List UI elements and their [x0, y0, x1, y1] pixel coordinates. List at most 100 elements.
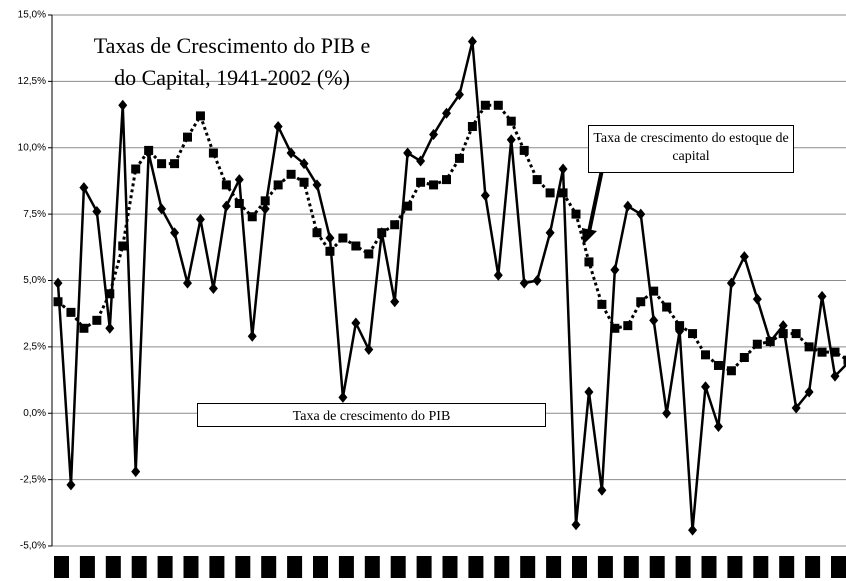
y-tick-label: -5,0% [20, 541, 46, 552]
y-tick-label: 2,5% [23, 342, 46, 353]
data-point [299, 158, 309, 170]
data-point [454, 153, 464, 163]
data-point [765, 336, 775, 348]
data-point [273, 180, 283, 190]
x-tick-label [261, 556, 277, 578]
data-point [118, 99, 128, 111]
data-point [416, 177, 426, 187]
data-point [623, 321, 633, 331]
data-point [312, 179, 322, 191]
data-point [843, 355, 846, 365]
data-point [234, 174, 244, 186]
x-tick-label [649, 556, 665, 578]
x-tick-label [831, 556, 846, 578]
data-point [571, 519, 581, 531]
data-point [429, 180, 439, 190]
data-point [247, 212, 257, 222]
y-tick-label: 10,0% [18, 142, 46, 153]
data-point [726, 366, 736, 376]
data-point [79, 182, 89, 194]
x-tick-label [623, 556, 639, 578]
x-tick-label [805, 556, 821, 578]
data-point [545, 188, 555, 198]
data-point [105, 322, 115, 334]
data-point [519, 145, 529, 155]
data-point [403, 201, 413, 211]
x-tick-label [364, 556, 380, 578]
data-point [493, 269, 503, 281]
data-point [351, 317, 361, 329]
data-point [532, 275, 542, 286]
data-point [791, 402, 801, 414]
data-point [701, 350, 710, 360]
x-tick-label [779, 556, 795, 578]
y-tick-label: 12,5% [18, 76, 46, 87]
data-point [195, 213, 205, 225]
data-point [195, 111, 205, 121]
data-point [429, 128, 439, 140]
x-tick-label [416, 556, 432, 578]
data-point [636, 208, 646, 220]
data-point [610, 323, 620, 333]
data-point [726, 277, 736, 289]
data-point [299, 177, 309, 187]
data-point [649, 314, 659, 326]
data-point [597, 299, 607, 309]
x-tick-label [79, 556, 95, 578]
data-point [804, 342, 814, 352]
data-point [662, 407, 672, 419]
x-tick-label [287, 556, 303, 578]
data-point [66, 307, 76, 317]
x-tick-label [338, 556, 354, 578]
data-point [183, 277, 192, 289]
data-point [247, 330, 257, 342]
data-point [325, 232, 335, 244]
data-point [675, 325, 685, 337]
data-point [131, 164, 141, 174]
data-point [649, 286, 659, 296]
data-point [364, 249, 374, 259]
data-point [221, 200, 231, 212]
data-point [480, 190, 490, 202]
data-point [584, 257, 594, 267]
x-tick-label [727, 556, 743, 578]
x-tick-label [209, 556, 225, 578]
series-line [56, 41, 846, 531]
data-point [442, 107, 451, 119]
data-point [442, 175, 451, 185]
x-tick-label [183, 556, 199, 578]
data-point [364, 344, 374, 356]
data-point [778, 320, 788, 332]
data-point [545, 227, 555, 239]
legend-label: Taxa de crescimento do estoque de capita… [588, 125, 794, 173]
data-point [208, 148, 218, 158]
arrow-head [582, 228, 597, 245]
data-point [752, 293, 762, 305]
x-tick-label [597, 556, 613, 578]
data-point [817, 290, 827, 302]
data-point [53, 277, 63, 289]
x-tick-label [494, 556, 510, 578]
data-point [338, 233, 348, 243]
x-tick-label [468, 556, 484, 578]
x-tick-label [572, 556, 587, 578]
data-point [144, 147, 154, 159]
data-point [234, 199, 244, 209]
y-tick-label: -2,5% [20, 474, 46, 485]
data-point [454, 89, 464, 101]
data-point [273, 121, 283, 133]
data-point [66, 479, 76, 491]
data-point [506, 116, 516, 126]
data-point [105, 289, 115, 299]
data-point [170, 159, 180, 169]
x-tick-label [235, 556, 251, 578]
arrow [587, 164, 605, 233]
x-tick-label [313, 556, 328, 578]
data-point [804, 386, 814, 398]
x-tick-label [157, 556, 173, 578]
data-point [79, 323, 89, 333]
data-point [377, 227, 387, 239]
data-point [571, 209, 581, 219]
data-point [260, 203, 270, 215]
